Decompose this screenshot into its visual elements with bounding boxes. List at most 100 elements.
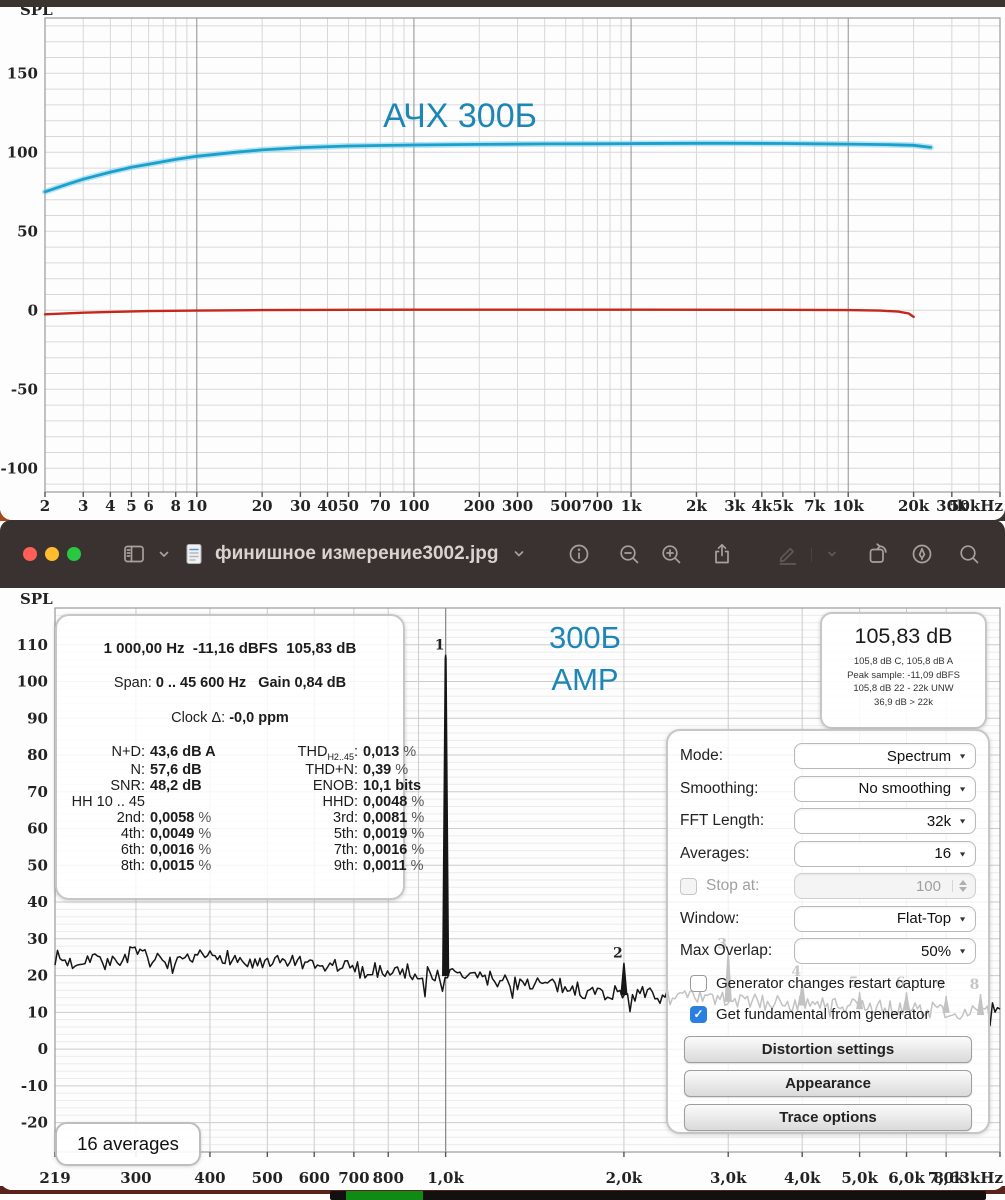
minimize-button[interactable] bbox=[45, 547, 59, 561]
mode-select[interactable]: Spectrum ▼ bbox=[794, 743, 976, 770]
svg-text:8,63kHz: 8,63kHz bbox=[933, 1169, 1003, 1187]
window-select[interactable]: Flat-Top ▼ bbox=[794, 905, 976, 932]
svg-text:50: 50 bbox=[27, 856, 48, 874]
smoothing-select[interactable]: No smoothing ▼ bbox=[794, 775, 976, 802]
zoom-in-icon[interactable] bbox=[659, 542, 683, 566]
svg-text:6: 6 bbox=[143, 497, 153, 515]
fundamental-readout: 1 000,00 Hz -11,16 dBFS 105,83 dB bbox=[103, 640, 357, 658]
svg-text:3,0k: 3,0k bbox=[710, 1169, 747, 1187]
sidebar-icon[interactable] bbox=[122, 542, 146, 566]
share-icon[interactable] bbox=[710, 542, 734, 566]
svg-text:40: 40 bbox=[317, 497, 338, 515]
svg-text:150: 150 bbox=[7, 64, 38, 82]
rotate-icon[interactable] bbox=[866, 542, 890, 566]
svg-text:20: 20 bbox=[252, 497, 273, 515]
chevron-down-icon[interactable] bbox=[152, 542, 176, 566]
chevron-down-icon: ▼ bbox=[958, 752, 967, 761]
svg-text:0: 0 bbox=[28, 301, 38, 319]
chevron-down-icon[interactable] bbox=[507, 542, 531, 566]
get-fundamental-label: Get fundamental from generator bbox=[716, 1005, 930, 1023]
svg-text:100: 100 bbox=[398, 497, 429, 515]
svg-text:100: 100 bbox=[17, 673, 48, 691]
chevron-down-icon: ▼ bbox=[958, 817, 967, 826]
get-fundamental-checkbox[interactable]: ✓ bbox=[690, 1005, 707, 1023]
appearance-button[interactable]: Appearance bbox=[684, 1069, 972, 1097]
spl-level-value: 105,83 dB bbox=[854, 624, 953, 648]
svg-text:50: 50 bbox=[338, 497, 359, 515]
markup-pencil-icon bbox=[776, 542, 800, 566]
level-detail-line: 36,9 dB > 22k bbox=[874, 696, 933, 708]
chevron-down-icon bbox=[820, 542, 844, 566]
distortion-readout-rows: N+D: 43,6 dB A THDH2..45: 0,013% N: 57,6 dB TH… bbox=[65, 743, 425, 874]
max-overlap-label: Max Overlap: bbox=[680, 942, 773, 960]
svg-text:219: 219 bbox=[39, 1169, 70, 1187]
svg-text:50: 50 bbox=[17, 222, 38, 240]
measurement-row: HH 10 .. 45 HHD: 0,0048% bbox=[71, 793, 425, 810]
svg-text:7k: 7k bbox=[804, 497, 825, 515]
svg-text:4: 4 bbox=[105, 497, 115, 515]
smoothing-label: Smoothing: bbox=[680, 779, 759, 797]
info-icon[interactable] bbox=[567, 542, 591, 566]
maximize-button[interactable] bbox=[67, 547, 81, 561]
svg-text:20k: 20k bbox=[898, 497, 930, 515]
measurement-row: 8th: 0,0015% 9th: 0,0011% bbox=[120, 857, 424, 874]
measurement-row: N+D: 43,6 dB A THDH2..45: 0,013% bbox=[111, 743, 417, 762]
stop-at-checkbox[interactable] bbox=[680, 877, 697, 895]
toolbar-divider bbox=[811, 548, 812, 562]
frequency-response-window: 2 3 4 5 6 8 10 20 30 40 50 70 100 200 300 500 700 1k 2k 3k 4… bbox=[0, 0, 1005, 520]
svg-text:500: 500 bbox=[550, 497, 581, 515]
harmonic-marker: 2 bbox=[613, 946, 623, 962]
svg-text:3: 3 bbox=[78, 497, 88, 515]
filename: финишное измерение3002.jpg bbox=[215, 543, 499, 564]
level-detail-line: 105,8 dB 22 - 22k UNW bbox=[853, 683, 954, 694]
close-button[interactable] bbox=[23, 547, 37, 561]
svg-text:300: 300 bbox=[502, 497, 533, 515]
svg-text:5k: 5k bbox=[772, 497, 793, 515]
svg-text:2,0k: 2,0k bbox=[606, 1169, 643, 1187]
fft-length-select[interactable]: 32k ▼ bbox=[794, 808, 976, 835]
svg-text:-100: -100 bbox=[0, 459, 38, 477]
chart-title: 300Б bbox=[549, 620, 621, 655]
measurement-row: 6th: 0,0016% 7th: 0,0016% bbox=[120, 841, 425, 858]
trace-options-button[interactable]: Trace options bbox=[684, 1103, 972, 1131]
harmonic-marker: 1 bbox=[435, 638, 445, 654]
svg-text:300: 300 bbox=[120, 1169, 151, 1187]
svg-text:30: 30 bbox=[290, 497, 311, 515]
stepper-arrows-icon[interactable] bbox=[952, 880, 967, 893]
spectrum-analyzer-window: 123456782193004005006007008001,0k2,0k3,0… bbox=[0, 588, 1005, 1190]
search-icon[interactable] bbox=[957, 542, 981, 566]
distortion-settings-button[interactable]: Distortion settings bbox=[684, 1035, 972, 1063]
svg-text:70: 70 bbox=[27, 783, 48, 801]
generator-restart-checkbox[interactable] bbox=[690, 974, 707, 992]
svg-text:10: 10 bbox=[186, 497, 207, 515]
pen-circle-icon[interactable] bbox=[910, 542, 934, 566]
preview-toolbar: финишное измерение3002.jpg bbox=[0, 520, 1005, 588]
window-label: Window: bbox=[680, 909, 740, 927]
spl-axis-label: SPL bbox=[20, 590, 53, 608]
document-title[interactable]: финишное измерение3002.jpg bbox=[182, 541, 531, 567]
fft-length-label: FFT Length: bbox=[680, 812, 765, 830]
svg-text:90: 90 bbox=[27, 709, 48, 727]
svg-text:800: 800 bbox=[373, 1169, 404, 1187]
stop-at-input[interactable]: 100 bbox=[794, 873, 976, 900]
measurement-readout-panel: 1 000,00 Hz -11,16 dBFS 105,83 dB Span: … bbox=[55, 614, 425, 900]
svg-text:600: 600 bbox=[299, 1169, 330, 1187]
svg-text:5,0k: 5,0k bbox=[841, 1169, 878, 1187]
measurement-row: 4th: 0,0049% 5th: 0,0019% bbox=[120, 825, 425, 842]
svg-text:5: 5 bbox=[126, 497, 136, 515]
zoom-out-icon[interactable] bbox=[617, 542, 641, 566]
bottom-taskbar-green-segment bbox=[346, 1191, 423, 1200]
svg-text:4k: 4k bbox=[751, 497, 772, 515]
svg-text:700: 700 bbox=[582, 497, 613, 515]
svg-text:0: 0 bbox=[38, 1040, 48, 1058]
span-gain-readout: Span: 0 .. 45 600 Hz Gain 0,84 dB bbox=[113, 675, 347, 692]
chevron-down-icon: ▼ bbox=[958, 784, 967, 793]
svg-text:50kHz: 50kHz bbox=[949, 497, 1003, 515]
measurement-row: N: 57,6 dB THD+N: 0,39% bbox=[130, 761, 409, 778]
chevron-down-icon: ▼ bbox=[958, 947, 967, 956]
document-icon bbox=[182, 542, 206, 566]
max-overlap-select[interactable]: 50% ▼ bbox=[794, 938, 976, 965]
svg-text:6,0k: 6,0k bbox=[888, 1169, 925, 1187]
averages-select[interactable]: 16 ▼ bbox=[794, 840, 976, 867]
